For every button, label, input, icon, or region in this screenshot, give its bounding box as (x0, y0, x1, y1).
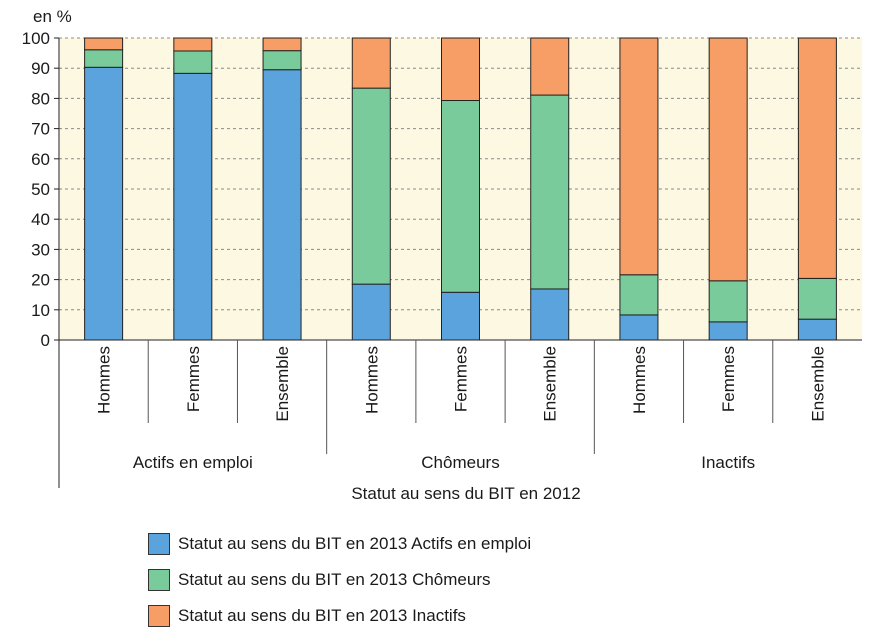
x-category-label: Ensemble (541, 346, 560, 422)
bar-segment (797, 277, 837, 320)
y-tick-labels: 0 10 20 30 40 50 60 70 80 90 100 (22, 29, 50, 350)
bar-segment (351, 87, 391, 285)
bar-segment (441, 100, 480, 293)
x-category-labels: Hommes Femmes Ensemble Hommes Femmes Ensemble… (95, 346, 828, 422)
y-unit-label: en % (33, 7, 72, 26)
legend: Statut au sens du BIT en 2013 Actifs en … (148, 526, 531, 634)
y-tick-label: 30 (31, 240, 50, 259)
legend-label-chomeurs: Statut au sens du BIT en 2013 Chômeurs (178, 570, 491, 589)
x-category-label: Ensemble (808, 346, 827, 422)
bar-segment (351, 283, 391, 341)
y-tick-label: 60 (31, 150, 50, 169)
bar-segment (708, 37, 748, 282)
legend-swatch-chomeurs (148, 569, 170, 591)
bar-segment (173, 72, 213, 341)
bar-segment (530, 94, 570, 290)
bar-segment (708, 280, 748, 323)
y-tick-label: 100 (22, 29, 50, 48)
legend-label-inactifs: Statut au sens du BIT en 2013 Inactifs (178, 606, 466, 625)
y-tick-label: 20 (31, 271, 50, 290)
bar-segment (84, 49, 124, 68)
bar-segment (441, 37, 480, 102)
y-tick-label: 80 (31, 89, 50, 108)
x-category-label: Hommes (630, 346, 649, 414)
bar-segment (797, 318, 837, 341)
legend-swatch-inactifs (148, 605, 170, 627)
x-category-label: Femmes (719, 346, 738, 412)
x-category-label: Hommes (362, 346, 381, 414)
legend-item-emploi: Statut au sens du BIT en 2013 Actifs en … (148, 526, 531, 562)
y-tick-label: 90 (31, 59, 50, 78)
bar-segment (351, 37, 391, 89)
x-category-label: Femmes (452, 346, 471, 412)
bar-segment (797, 37, 837, 279)
bar-segment (173, 37, 213, 52)
legend-swatch-emploi (148, 533, 170, 555)
legend-item-inactifs: Statut au sens du BIT en 2013 Inactifs (148, 598, 531, 634)
bar-segment (441, 291, 480, 341)
y-tick-label: 50 (31, 180, 50, 199)
x-group-label: Chômeurs (421, 453, 499, 472)
axes (54, 37, 862, 488)
bar-segment (619, 314, 659, 341)
bar-segment (619, 37, 659, 276)
x-category-label: Hommes (95, 346, 114, 414)
x-group-label: Inactifs (701, 453, 755, 472)
y-tick-label: 0 (41, 331, 50, 350)
x-category-label: Ensemble (273, 346, 292, 422)
y-tick-label: 10 (31, 301, 50, 320)
y-tick-label: 40 (31, 210, 50, 229)
x-group-label: Actifs en emploi (133, 453, 253, 472)
bar-segment (619, 274, 659, 316)
bar-segment (530, 288, 570, 341)
bar-segment (84, 37, 124, 51)
bar-segment (708, 321, 748, 341)
bars (84, 37, 837, 341)
bar-segment (262, 37, 302, 52)
y-tick-label: 70 (31, 120, 50, 139)
bar-segment (262, 69, 302, 341)
legend-label-emploi: Statut au sens du BIT en 2013 Actifs en … (178, 534, 532, 553)
bar-segment (262, 50, 302, 71)
legend-item-chomeurs: Statut au sens du BIT en 2013 Chômeurs (148, 562, 531, 598)
x-category-label: Femmes (184, 346, 203, 412)
x-group-labels: Actifs en emploi Chômeurs Inactifs (133, 453, 755, 472)
bar-segment (530, 37, 570, 96)
x-axis-title: Statut au sens du BIT en 2012 (351, 484, 580, 503)
bar-segment (173, 50, 213, 74)
bar-segment (84, 66, 124, 341)
